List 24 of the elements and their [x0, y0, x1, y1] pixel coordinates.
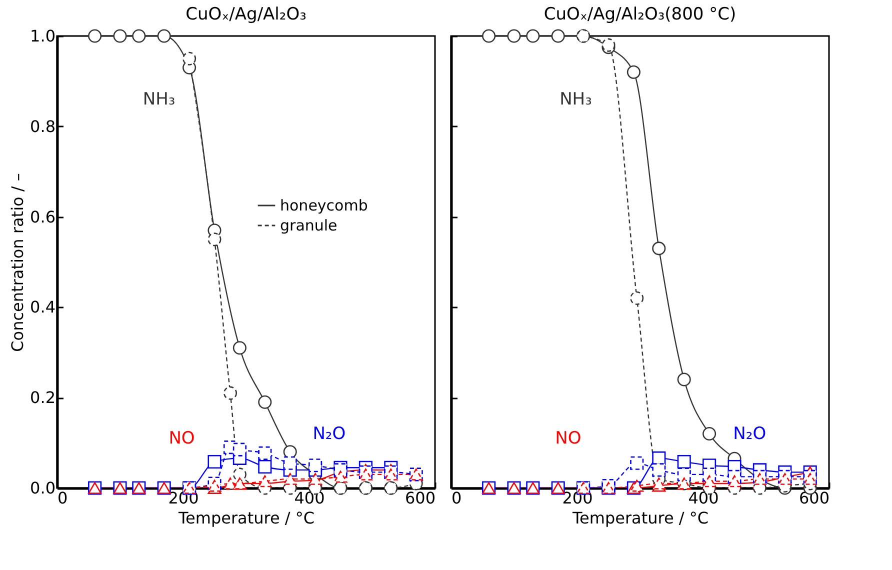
x-axis-title: Temperature / °C [571, 508, 709, 528]
x-tick-label: 400 [294, 488, 325, 508]
x-tick-label: 0 [58, 488, 68, 508]
x-tick-label: 600 [404, 488, 436, 508]
legend-label: granule [280, 216, 338, 234]
annotation: NO [168, 428, 195, 448]
annotation: N₂O [733, 424, 766, 444]
annotation: N₂O [312, 424, 346, 444]
annotation: NH₃ [142, 89, 176, 110]
x-tick-label: 400 [688, 488, 719, 508]
annotation: NH₃ [560, 89, 592, 110]
legend-label: honeycomb [280, 196, 368, 214]
y-tick-label: 0.8 [30, 116, 56, 136]
chart-title: CuOₓ/Ag/Al₂O₃(800 °C) [544, 4, 736, 24]
chart-title: CuOₓ/Ag/Al₂O₃ [186, 4, 306, 24]
y-tick-label: 0.4 [30, 298, 56, 317]
x-tick-label: 0 [452, 488, 462, 508]
y-tick-label: 0.6 [30, 207, 56, 226]
y-axis-title: Concentration ratio / – [8, 173, 28, 352]
y-tick-label: 0.2 [30, 388, 56, 408]
annotation: NO [555, 428, 582, 448]
y-tick-label: 1.0 [30, 26, 56, 46]
x-axis-title: Temperature / °C [177, 508, 315, 528]
y-tick-label: 0.0 [30, 478, 56, 498]
